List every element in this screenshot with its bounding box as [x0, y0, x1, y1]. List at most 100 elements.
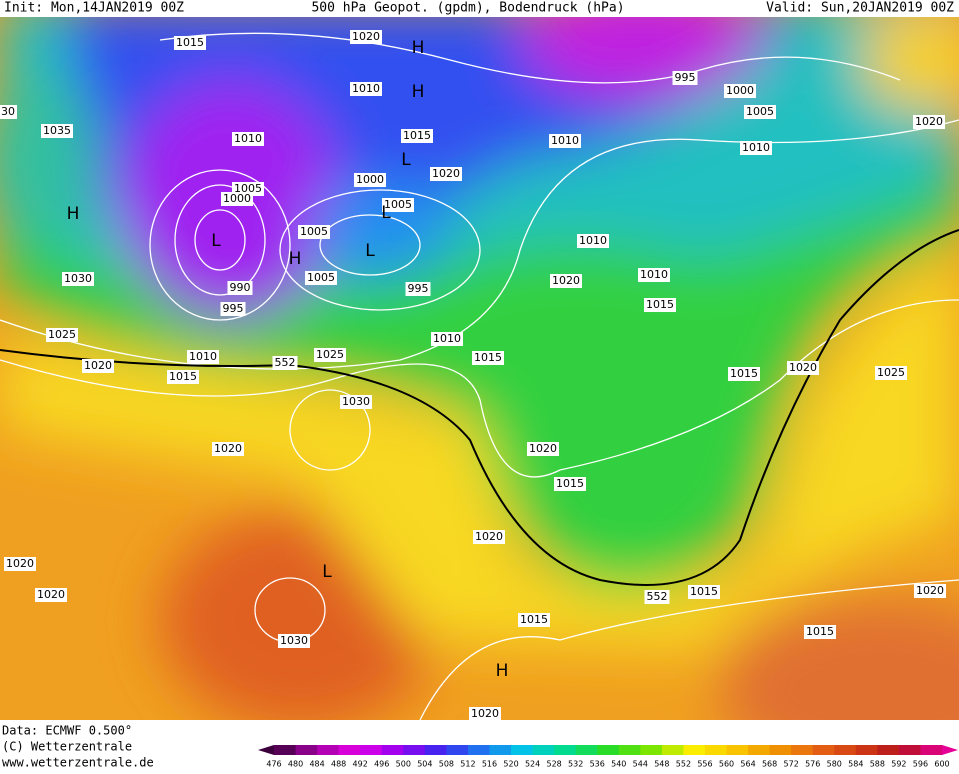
isobar-label: 1010 — [189, 350, 217, 363]
colorbar-swatch — [877, 745, 900, 755]
isobar-label: 1010 — [742, 141, 770, 154]
isobar-label: 1010 — [352, 82, 380, 95]
colorbar-swatch — [381, 745, 404, 755]
label-box — [473, 530, 505, 544]
colorbar-label: 588 — [870, 760, 885, 769]
colorbar-swatch — [554, 745, 577, 755]
isobar-label: 1020 — [915, 115, 943, 128]
label-box — [527, 442, 559, 456]
init-time: Init: Mon,14JAN2019 00Z — [4, 1, 184, 16]
label-box — [472, 351, 504, 365]
isobar-label: 1015 — [730, 367, 758, 380]
label-box — [272, 356, 298, 370]
colorbar-label: 544 — [633, 760, 648, 769]
label-box — [278, 634, 310, 648]
label-box — [62, 272, 94, 286]
title: 500 hPa Geopot. (gpdm), Bodendruck (hPa) — [311, 1, 624, 16]
colorbar-swatch — [683, 745, 706, 755]
pressure-center: L — [211, 231, 221, 251]
colorbar-label: 528 — [546, 760, 561, 769]
colorbar-end — [258, 745, 274, 755]
label-box — [227, 281, 253, 295]
label-box — [913, 115, 945, 129]
isobar-label: 995 — [223, 302, 244, 315]
colorbar-swatch — [640, 745, 663, 755]
isobar-label: 1025 — [316, 348, 344, 361]
isobar-label: 1020 — [916, 584, 944, 597]
colorbar-swatch — [295, 745, 318, 755]
label-box — [187, 350, 219, 364]
isobar-label: 1025 — [877, 366, 905, 379]
colorbar-swatch — [920, 745, 943, 755]
data-source: Data: ECMWF 0.500° — [2, 724, 132, 738]
isobar-label: 1020 — [475, 530, 503, 543]
label-box — [305, 271, 337, 285]
colorbar-label: 504 — [417, 760, 432, 769]
isobar-label: 1010 — [551, 134, 579, 147]
label-box — [787, 361, 819, 375]
colorbar-swatch — [317, 745, 340, 755]
isobar-label: 1015 — [806, 625, 834, 638]
colorbar-swatch — [812, 745, 835, 755]
label-box — [549, 134, 581, 148]
label-box — [644, 298, 676, 312]
url: www.wetterzentrale.de — [2, 756, 154, 770]
isobar-label: 1020 — [352, 30, 380, 43]
pressure-center: H — [496, 661, 509, 681]
colorbar-swatch — [338, 745, 361, 755]
isobar-label: 1005 — [234, 182, 262, 195]
label-box — [4, 557, 36, 571]
label-box — [430, 167, 462, 181]
pressure-center: H — [412, 38, 425, 58]
colorbar-label: 492 — [353, 760, 368, 769]
colorbar-swatch — [403, 745, 426, 755]
colorbar-label: 476 — [266, 760, 281, 769]
isobar-label: 552 — [275, 356, 296, 369]
colorbar-swatch — [748, 745, 771, 755]
label-box — [804, 625, 836, 639]
colorbar-label: 488 — [331, 760, 346, 769]
colorbar-label: 480 — [288, 760, 303, 769]
colorbar-swatch — [769, 745, 792, 755]
colorbar-swatch — [489, 745, 512, 755]
colorbar-label: 560 — [719, 760, 734, 769]
label-box — [405, 282, 431, 296]
colorbar-label: 580 — [827, 760, 842, 769]
colorbar-swatch — [511, 745, 534, 755]
colorbar-label: 572 — [784, 760, 799, 769]
colorbar-end — [942, 745, 958, 755]
label-box — [554, 477, 586, 491]
isobar-label: 1020 — [789, 361, 817, 374]
colorbar-swatch — [726, 745, 749, 755]
label-box — [518, 613, 550, 627]
isobar-label: 1005 — [300, 225, 328, 238]
label-box — [728, 367, 760, 381]
colorbar-swatch — [360, 745, 383, 755]
isobar-label: 1000 — [223, 192, 251, 205]
colorbar-label: 484 — [309, 760, 324, 769]
label-box — [174, 36, 206, 50]
colorbar-label: 540 — [611, 760, 626, 769]
colorbar-label: 536 — [590, 760, 605, 769]
isobar-label: 1005 — [384, 198, 412, 211]
label-box — [232, 132, 264, 146]
isobar-label: 552 — [647, 590, 668, 603]
isobar-label: 1010 — [433, 332, 461, 345]
label-box — [672, 71, 698, 85]
label-box — [688, 585, 720, 599]
isobar-label: 30 — [1, 105, 15, 118]
isobar-label: 1005 — [746, 105, 774, 118]
colorbar-label: 520 — [503, 760, 518, 769]
colorbar-label: 596 — [913, 760, 928, 769]
isobar-label: 1015 — [403, 129, 431, 142]
isobar-label: 1015 — [690, 585, 718, 598]
isobar-label: 1015 — [474, 351, 502, 364]
colorbar-label: 500 — [396, 760, 411, 769]
colorbar-swatch — [575, 745, 598, 755]
colorbar-swatch — [467, 745, 490, 755]
colorbar-label: 508 — [439, 760, 454, 769]
colorbar-swatch — [274, 745, 297, 755]
colorbar-swatch — [855, 745, 878, 755]
pressure-center: H — [289, 249, 302, 269]
